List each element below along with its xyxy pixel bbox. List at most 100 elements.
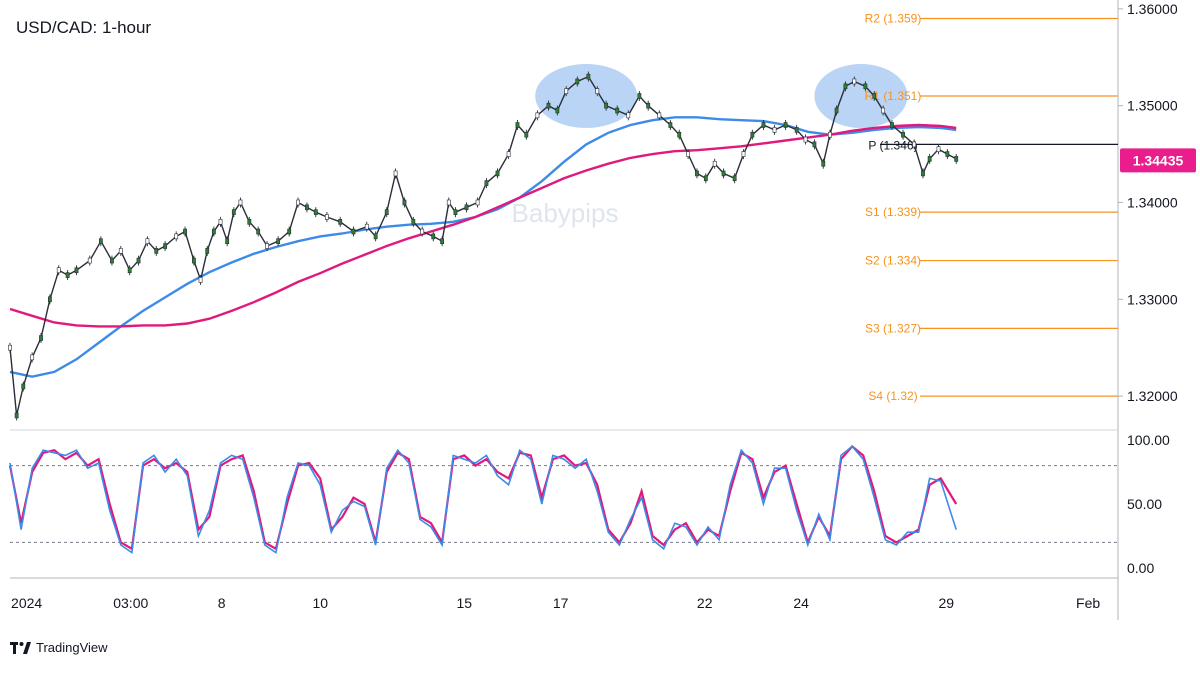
time-tick-label-6: 17	[553, 595, 569, 611]
price-candle-88	[828, 131, 832, 138]
tradingview-logo-icon	[10, 641, 31, 654]
price-candle-51	[464, 204, 469, 211]
price-candle-2	[14, 412, 19, 419]
time-tick-label-8: 24	[793, 595, 809, 611]
axes: 1.360001.350001.340001.330001.32000100.0…	[11, 1, 1196, 611]
price-candle-63	[586, 73, 591, 80]
price-candle-98	[921, 170, 925, 177]
price-candle-42	[384, 209, 389, 215]
price-candle-44	[402, 199, 407, 206]
price-candle-73	[686, 151, 690, 157]
price-candle-86	[812, 141, 817, 148]
price-candle-96	[901, 131, 905, 138]
price-tick-label-3: 1.34000	[1127, 194, 1178, 210]
price-tick-label-5: 1.32000	[1127, 388, 1178, 404]
pivot-label-2: R1 (1.351)	[865, 89, 922, 103]
watermark: Babypips	[512, 198, 619, 228]
price-candle-54	[495, 170, 500, 177]
pivot-label-7: S4 (1.32)	[868, 389, 917, 403]
pivot-label-1: R2 (1.359)	[865, 12, 922, 26]
price-candle-24	[211, 228, 216, 235]
pivot-label-6: S3 (1.327)	[865, 321, 921, 335]
price-candle-71	[668, 122, 673, 128]
price-candle-72	[677, 131, 682, 138]
price-candle-18	[163, 243, 168, 249]
pivot-label-5: S2 (1.334)	[865, 254, 921, 268]
price-candle-10	[87, 257, 92, 264]
price-candle-97	[912, 141, 917, 148]
price-candle-35	[305, 204, 309, 211]
price-candle-6	[47, 296, 52, 303]
price-candle-49	[446, 199, 451, 206]
price-candle-56	[515, 122, 520, 128]
price-tick-label-2: 1.35000	[1127, 98, 1178, 114]
price-candle-95	[890, 122, 894, 128]
stochastic-pane	[8, 444, 1118, 555]
price-candle-36	[313, 209, 318, 215]
pivot-label-4: S1 (1.339)	[865, 205, 921, 219]
price-candle-19	[174, 233, 179, 240]
price-tick-label-1: 1.36000	[1127, 1, 1178, 17]
price-candle-50	[453, 209, 458, 215]
price-candle-75	[703, 175, 708, 182]
price-candle-4	[30, 354, 35, 361]
time-tick-label-2: 03:00	[113, 595, 148, 611]
price-candle-41	[373, 233, 378, 240]
price-candle-7	[56, 267, 61, 274]
price-candle-14	[127, 267, 132, 274]
price-candle-83	[783, 122, 788, 128]
price-candle-28	[238, 199, 243, 206]
price-candle-57	[524, 131, 529, 138]
price-candle-47	[431, 233, 436, 240]
price-candle-5	[39, 335, 43, 341]
price-candle-32	[276, 238, 281, 245]
stoch-tick-label-1: 100.00	[1127, 432, 1170, 448]
price-candle-64	[595, 88, 600, 94]
price-candle-65	[604, 102, 609, 109]
current-price-tag	[1120, 148, 1196, 173]
price-candle-3	[21, 383, 26, 390]
price-candle-52	[475, 199, 480, 206]
time-tick-label-7: 22	[697, 595, 713, 611]
price-candle-40	[364, 223, 369, 230]
chart-title: USD/CAD: 1-hour	[16, 18, 151, 37]
price-candle-70	[657, 112, 662, 119]
price-candle-90	[843, 83, 848, 90]
price-candle-58	[535, 112, 540, 119]
stoch-tick-label-2: 50.00	[1127, 496, 1162, 512]
price-candle-99	[927, 156, 932, 162]
price-candle-68	[637, 93, 642, 99]
price-candle-101	[945, 151, 950, 157]
price-candle-33	[287, 228, 292, 235]
price-candle-66	[615, 107, 620, 114]
price-candle-13	[118, 248, 123, 254]
time-tick-label-3: 8	[218, 595, 226, 611]
price-candle-31	[265, 243, 269, 249]
pivot-label-3: P (1.346)	[868, 138, 917, 152]
price-line	[9, 75, 957, 416]
price-candle-16	[145, 238, 150, 245]
price-candle-11	[98, 238, 103, 245]
price-candle-62	[575, 78, 580, 85]
price-candle-26	[225, 238, 230, 245]
price-candle-60	[555, 107, 560, 114]
price-candle-21	[192, 257, 196, 264]
price-candle-9	[74, 267, 79, 274]
moving-average-2	[9, 123, 957, 328]
price-candle-78	[732, 175, 737, 182]
price-candle-17	[154, 248, 159, 254]
price-candle-61	[564, 88, 569, 94]
price-candle-67	[626, 112, 631, 119]
price-candle-48	[440, 238, 445, 245]
stoch-line-1	[8, 444, 958, 551]
price-candle-29	[247, 219, 252, 225]
price-candle-43	[393, 170, 398, 177]
price-candle-22	[198, 277, 203, 283]
price-candle-76	[712, 160, 717, 167]
price-candle-34	[296, 199, 300, 206]
price-candle-45	[411, 219, 416, 225]
price-candle-23	[205, 248, 210, 254]
price-candle-15	[136, 257, 141, 264]
